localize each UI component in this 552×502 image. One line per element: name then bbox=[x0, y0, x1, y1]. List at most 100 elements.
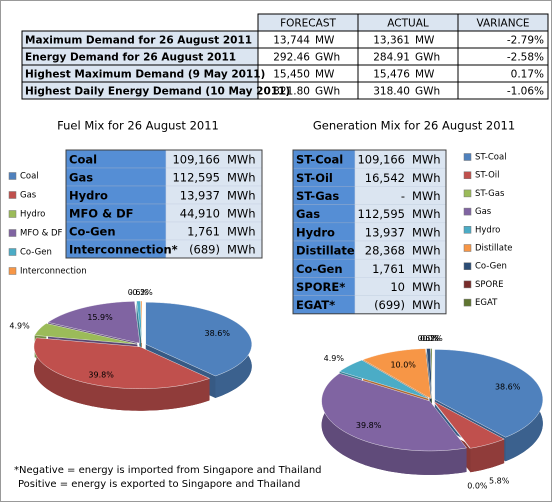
legend-swatch bbox=[8, 172, 17, 180]
text: ACTUAL bbox=[387, 18, 429, 30]
slice-side bbox=[321, 373, 467, 475]
text: Co-Gen bbox=[475, 262, 507, 272]
slice bbox=[34, 323, 139, 345]
text: MWh bbox=[227, 225, 256, 239]
text: Highest Maximum Demand (9 May 2011) bbox=[25, 69, 265, 81]
text: Hydro bbox=[296, 225, 335, 239]
text: (689) bbox=[189, 243, 220, 257]
text: Co-Gen bbox=[69, 225, 116, 239]
text: MWh bbox=[227, 171, 256, 185]
text: MWh bbox=[227, 189, 256, 203]
text: 0.6% bbox=[128, 288, 149, 297]
slice-side bbox=[33, 337, 210, 411]
text: EGAT* bbox=[296, 298, 335, 312]
text: 112,595 bbox=[357, 207, 405, 221]
text: Highest Daily Energy Demand (10 May 2011… bbox=[25, 86, 290, 98]
text: Energy Demand for 26 August 2011 bbox=[25, 52, 236, 64]
text: Coal bbox=[69, 153, 97, 167]
text: 0.0% bbox=[420, 334, 441, 343]
value-cell bbox=[457, 81, 549, 100]
text: Distillate bbox=[296, 244, 355, 258]
text: 0.6% bbox=[418, 334, 439, 343]
text: MWh bbox=[412, 171, 441, 185]
text: 109,166 bbox=[357, 153, 405, 167]
text: SPORE bbox=[475, 280, 504, 290]
slice bbox=[33, 337, 211, 389]
legend-swatch bbox=[8, 191, 17, 199]
text: 39.8% bbox=[356, 421, 382, 430]
text: Fuel Mix for 26 August 2011 bbox=[57, 119, 219, 133]
slice bbox=[145, 302, 252, 377]
text: 28,368 bbox=[365, 244, 405, 258]
slice bbox=[321, 373, 467, 452]
text: -0.2% bbox=[130, 288, 154, 297]
text: MFO & DF bbox=[20, 229, 62, 239]
text: -1.06% bbox=[507, 86, 544, 98]
text: GWh bbox=[415, 86, 440, 98]
text: MWh bbox=[412, 207, 441, 221]
text: Interconnection* bbox=[69, 243, 178, 257]
text: Co-Gen bbox=[20, 248, 52, 258]
text: MWh bbox=[412, 262, 441, 276]
text: EGAT bbox=[475, 298, 498, 308]
slice bbox=[47, 301, 141, 344]
text: MWh bbox=[227, 207, 256, 221]
text: 44,910 bbox=[180, 207, 220, 221]
slice bbox=[362, 348, 432, 399]
text: Coal bbox=[20, 172, 39, 182]
text: GWh bbox=[415, 52, 440, 64]
text: MW bbox=[315, 35, 335, 47]
text: ST-Coal bbox=[296, 153, 343, 167]
legend-swatch bbox=[8, 267, 17, 275]
legend-swatch bbox=[463, 153, 472, 161]
text: *Negative = energy is imported from Sing… bbox=[14, 465, 322, 476]
text: 4.9% bbox=[324, 354, 345, 363]
legend-swatch bbox=[463, 189, 472, 198]
text: 1,761 bbox=[372, 262, 405, 276]
text: 321.80 bbox=[273, 86, 310, 98]
slice bbox=[432, 401, 471, 449]
text: 1,761 bbox=[187, 225, 220, 239]
text: 15.9% bbox=[87, 313, 113, 322]
text: 10.0% bbox=[390, 360, 416, 369]
text: ST-Gas bbox=[475, 189, 505, 199]
text: 292.46 bbox=[273, 52, 310, 64]
text: MWh bbox=[412, 189, 441, 203]
text: Hydro bbox=[475, 225, 500, 235]
legend-swatch bbox=[463, 280, 472, 289]
text: Gas bbox=[475, 207, 492, 217]
text: ST-Oil bbox=[296, 171, 333, 185]
text: -0.2% bbox=[420, 334, 444, 343]
text: GWh bbox=[315, 52, 340, 64]
text: VARIANCE bbox=[476, 18, 529, 30]
text: Generation Mix for 26 August 2011 bbox=[313, 119, 515, 133]
legend-swatch bbox=[463, 171, 472, 179]
text: MWh bbox=[412, 298, 441, 312]
slice bbox=[140, 300, 143, 344]
slice bbox=[430, 348, 433, 399]
text: 15,476 bbox=[373, 69, 410, 81]
text: 4.9% bbox=[9, 322, 30, 331]
slice bbox=[433, 401, 505, 449]
text: 38.6% bbox=[205, 329, 231, 338]
table-border bbox=[65, 149, 263, 259]
legend-swatch bbox=[463, 298, 472, 307]
text: (699) bbox=[374, 298, 405, 312]
text: 0.0% bbox=[467, 481, 488, 490]
text: 5.8% bbox=[489, 477, 510, 486]
text: Gas bbox=[296, 207, 320, 221]
legend-swatch bbox=[463, 226, 472, 234]
text: -2.58% bbox=[507, 52, 544, 64]
text: Interconnection bbox=[20, 267, 87, 277]
text: 284.91 bbox=[373, 52, 410, 64]
legend-swatch bbox=[8, 229, 17, 237]
text: 112,595 bbox=[172, 171, 220, 185]
text: 10 bbox=[390, 280, 405, 294]
text: MW bbox=[315, 69, 335, 81]
text: 39.8% bbox=[88, 370, 114, 379]
text: 109,166 bbox=[172, 153, 220, 167]
text: 13,361 bbox=[373, 35, 410, 47]
text: - bbox=[401, 189, 405, 203]
text: MW bbox=[415, 69, 435, 81]
